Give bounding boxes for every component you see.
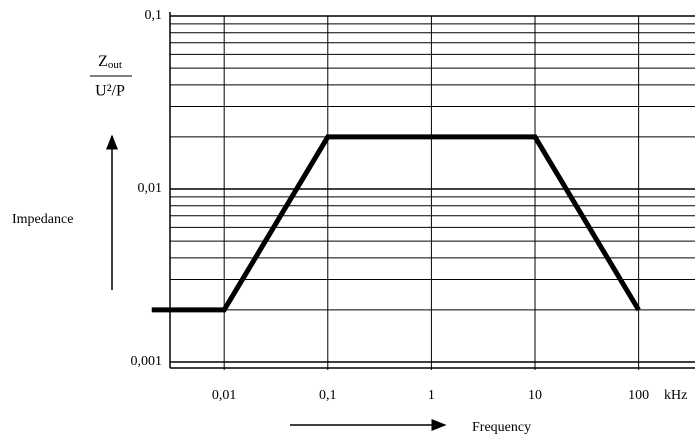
line: [151, 134, 641, 313]
y-tick-label: 0,1: [145, 8, 163, 23]
y-tick-label: 0,01: [138, 181, 163, 196]
y-fraction-denominator: U²/P: [95, 83, 125, 100]
y-tick-label: 0,001: [131, 354, 163, 369]
x-axis-label: Frequency: [472, 420, 531, 435]
x-unit: kHz: [664, 388, 687, 403]
x-tick-label: 0,1: [319, 388, 337, 403]
x-tick-label: 100: [628, 388, 649, 403]
x-tick-label: 1: [428, 388, 435, 403]
x-tick-label: 10: [528, 388, 542, 403]
y-axis-label: Impedance: [12, 212, 73, 227]
y-fraction-numerator: Zout: [98, 53, 122, 71]
x-tick-label: 0,01: [212, 388, 237, 403]
